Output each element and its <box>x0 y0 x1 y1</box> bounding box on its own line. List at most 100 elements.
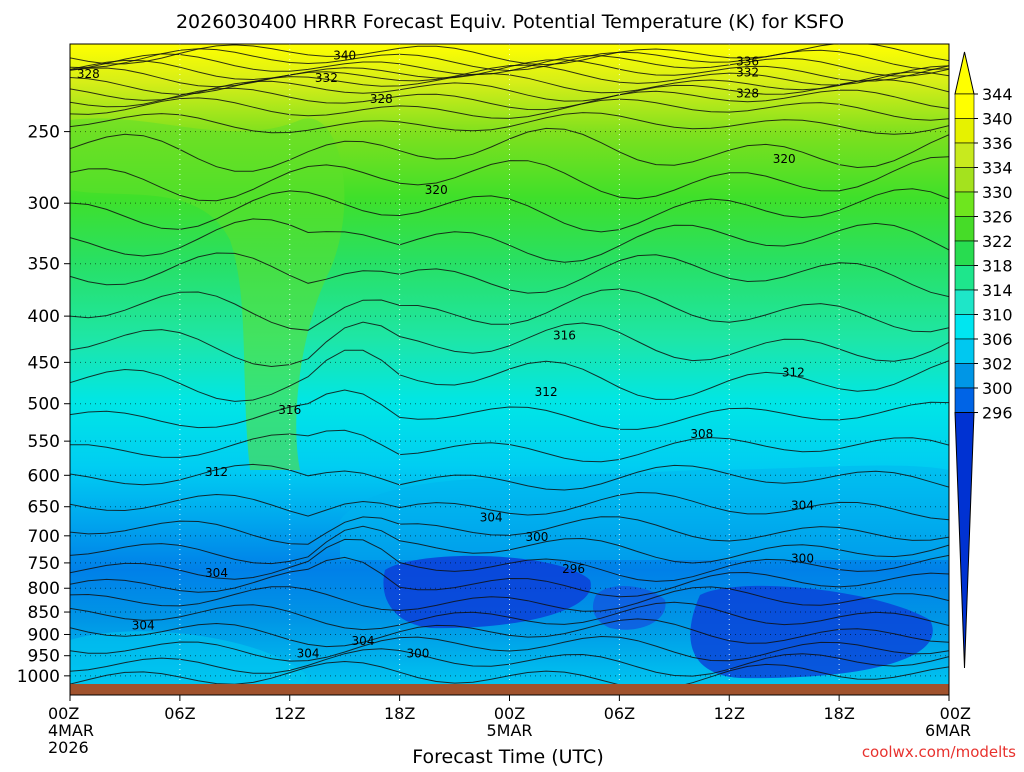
colorbar-label: 336 <box>982 134 1013 153</box>
contour-label: 328 <box>370 92 393 106</box>
contour-line <box>70 516 949 545</box>
colorbar-swatch <box>954 118 975 144</box>
contour-line <box>70 321 949 368</box>
x-tick-label: 18Z <box>384 704 415 723</box>
x-tick-label: 06Z <box>164 704 195 723</box>
colorbar-swatch <box>954 240 975 266</box>
field-features <box>70 118 949 685</box>
x-axis-title: Forecast Time (UTC) <box>412 746 603 768</box>
surface-moist-region <box>70 631 308 685</box>
x-tick-label: 5MAR <box>486 721 532 740</box>
credit-text: coolwx.com/modelts <box>862 743 1016 761</box>
contour-line <box>70 538 949 582</box>
colorbar-label: 300 <box>982 379 1013 398</box>
contour-line <box>70 59 949 82</box>
contour-line <box>70 97 949 121</box>
x-tick-label: 12Z <box>714 704 745 723</box>
colorbar-swatch <box>954 289 975 315</box>
x-tick-label: 6MAR <box>925 721 971 740</box>
contour-line <box>70 218 949 263</box>
x-tick-label: 18Z <box>823 704 854 723</box>
contour-label: 336 <box>736 54 759 68</box>
y-tick-label: 300 <box>28 194 60 214</box>
contour-line <box>70 127 949 172</box>
colorbar-swatch <box>954 338 975 364</box>
contour-label: 296 <box>562 562 585 576</box>
colorbar-label: 330 <box>982 183 1013 202</box>
colorbar-swatch <box>954 93 975 119</box>
colorbar-label: 318 <box>982 257 1013 276</box>
contour-label: 300 <box>791 552 814 566</box>
colorbar-top-arrow <box>954 51 975 95</box>
contour-line <box>70 463 949 491</box>
colorbar-swatch <box>954 363 975 389</box>
y-tick-label: 1000 <box>17 667 60 687</box>
low-theta-region-c <box>592 585 666 630</box>
contour-line <box>70 112 949 135</box>
y-tick-label: 850 <box>28 603 60 623</box>
low-theta-region-a <box>383 555 591 629</box>
colorbar-swatch <box>954 387 975 413</box>
contour-line <box>70 44 949 66</box>
y-tick-label: 350 <box>28 255 60 275</box>
contour-label: 316 <box>553 328 576 342</box>
x-tick-label: 12Z <box>274 704 305 723</box>
contour-label: 340 <box>333 49 356 63</box>
contour-line <box>70 389 949 430</box>
contour-label: 328 <box>736 87 759 101</box>
contour-label: 332 <box>315 71 338 85</box>
y-tick-label: 450 <box>28 353 60 373</box>
contour-line <box>70 556 949 598</box>
y-axis: 2503003504004505005506006507007508008509… <box>17 123 70 687</box>
colorbar-swatch <box>954 314 975 340</box>
colorbar-label: 340 <box>982 110 1013 129</box>
contour-label: 332 <box>736 65 759 79</box>
grid-layer <box>70 44 949 695</box>
contour-line <box>70 53 949 77</box>
moist-tongue-region <box>70 118 345 471</box>
contour-label: 304 <box>132 619 155 633</box>
contour-label: 312 <box>205 465 228 479</box>
contour-label: 304 <box>791 499 814 513</box>
y-tick-label: 650 <box>28 498 60 518</box>
contour-label: 304 <box>297 647 320 661</box>
colorbar: 344 340 336 334 330 326 322 318 314 310 306 302 300 2… <box>954 51 1013 669</box>
y-tick-label: 400 <box>28 307 60 327</box>
contour-line <box>70 635 949 662</box>
colorbar-swatch <box>954 265 975 291</box>
y-tick-label: 900 <box>28 625 60 645</box>
contour-label: 308 <box>690 427 713 441</box>
y-tick-label: 700 <box>28 527 60 547</box>
contour-label: 320 <box>425 183 448 197</box>
colorbar-label: 322 <box>982 232 1013 251</box>
contour-label: 304 <box>205 566 228 580</box>
contour-line <box>70 660 949 685</box>
contour-line <box>70 64 949 88</box>
ground-strip <box>70 684 949 695</box>
low-theta-region-b <box>690 585 933 679</box>
x-tick-label: 2026 <box>48 738 89 757</box>
colorbar-swatch <box>954 142 975 168</box>
colorbar-label: 306 <box>982 330 1013 349</box>
contour-label: 300 <box>406 647 429 661</box>
contour-label: 312 <box>782 366 805 380</box>
contour-line <box>70 87 949 111</box>
colorbar-swatch <box>954 216 975 242</box>
y-tick-label: 550 <box>28 432 60 452</box>
contour-line <box>70 601 949 631</box>
contour-label: 320 <box>773 152 796 166</box>
contour-label: 304 <box>352 634 375 648</box>
drier-band-region <box>340 465 949 560</box>
y-tick-label: 800 <box>28 579 60 599</box>
y-tick-label: 250 <box>28 123 60 143</box>
x-tick-label: 00Z <box>48 704 79 723</box>
contour-line <box>70 618 949 648</box>
x-tick-label: 06Z <box>604 704 635 723</box>
y-tick-label: 750 <box>28 554 60 574</box>
colorbar-label: 344 <box>982 85 1013 104</box>
contour-line <box>70 156 949 202</box>
contour-line <box>70 586 949 612</box>
